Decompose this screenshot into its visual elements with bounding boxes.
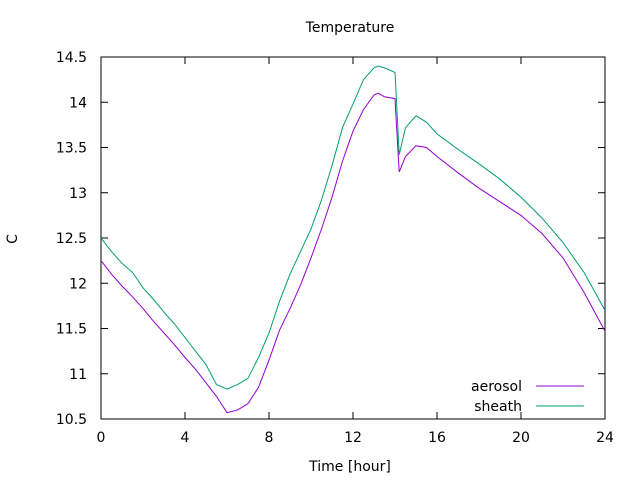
legend: aerosol sheath bbox=[471, 379, 584, 415]
x-tick-label: 24 bbox=[596, 430, 614, 446]
y-tick-label: 14 bbox=[69, 95, 87, 111]
y-tick-label: 11 bbox=[69, 367, 87, 383]
y-tick-label: 12 bbox=[69, 276, 87, 292]
y-tick-label: 11.5 bbox=[56, 322, 87, 338]
x-tick-label: 4 bbox=[181, 430, 190, 446]
y-tick-label: 10.5 bbox=[56, 412, 87, 428]
legend-label-sheath: sheath bbox=[474, 399, 522, 415]
x-tick-label: 12 bbox=[344, 430, 362, 446]
x-tick-label: 16 bbox=[428, 430, 446, 446]
x-axis-ticks: 0 4 8 12 16 20 24 bbox=[97, 57, 614, 446]
series-line-sheath bbox=[100, 65, 606, 390]
x-tick-label: 8 bbox=[265, 430, 274, 446]
plot-frame bbox=[100, 56, 606, 420]
chart-title: Temperature bbox=[305, 20, 395, 36]
x-tick-label: 20 bbox=[512, 430, 530, 446]
y-tick-label: 13.5 bbox=[56, 141, 87, 157]
legend-label-aerosol: aerosol bbox=[471, 379, 522, 395]
series-line-aerosol bbox=[100, 92, 606, 414]
y-tick-label: 12.5 bbox=[56, 231, 87, 247]
y-tick-label: 14.5 bbox=[56, 50, 87, 66]
y-tick-label: 13 bbox=[69, 186, 87, 202]
y-axis-label: C bbox=[5, 234, 21, 244]
x-tick-label: 0 bbox=[97, 430, 106, 446]
y-axis-ticks: 10.5 11 11.5 12 12.5 13 13.5 14 14.5 bbox=[56, 50, 605, 428]
series-lines bbox=[100, 65, 606, 414]
x-axis-label: Time [hour] bbox=[308, 459, 391, 475]
